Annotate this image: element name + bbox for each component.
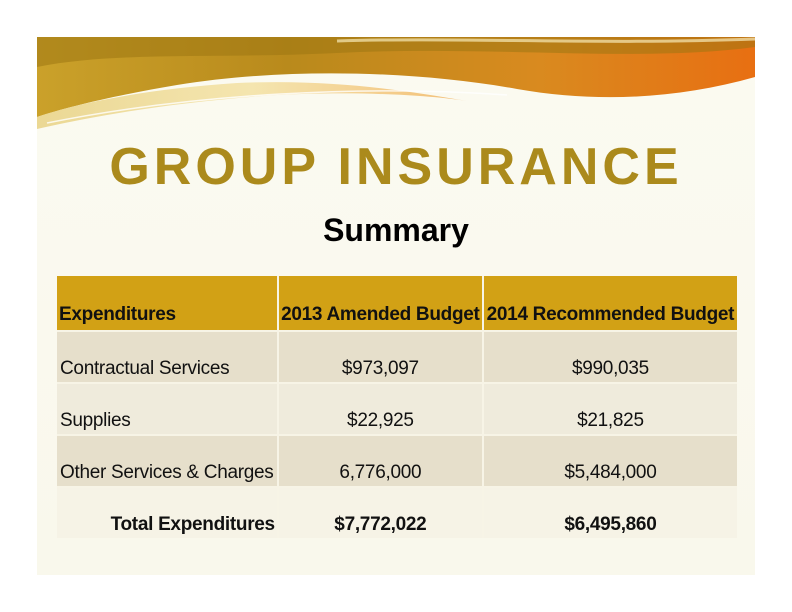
table-header-row: Expenditures 2013 Amended Budget 2014 Re…	[57, 276, 737, 331]
column-header-expenditures: Expenditures	[57, 276, 279, 331]
column-header-2014-recommended: 2014 Recommended Budget	[482, 276, 737, 331]
budget-table: Expenditures 2013 Amended Budget 2014 Re…	[57, 276, 737, 538]
table-row: Contractual Services $973,097 $990,035	[57, 330, 737, 383]
total-row: Total Expenditures $7,772,022 $6,495,860	[57, 486, 737, 538]
slide: GROUP INSURANCE Summary Expenditures 201…	[37, 37, 755, 575]
row-label: Supplies	[57, 382, 279, 435]
cell-2014: $990,035	[482, 330, 737, 383]
row-label: Contractual Services	[57, 330, 279, 383]
cell-2013: $22,925	[277, 382, 484, 435]
total-2013: $7,772,022	[277, 486, 484, 538]
cell-2014: $21,825	[482, 382, 737, 435]
column-header-2013-amended: 2013 Amended Budget	[277, 276, 484, 331]
decorative-swoosh	[37, 37, 755, 129]
total-2014: $6,495,860	[482, 486, 737, 538]
cell-2013: $973,097	[277, 330, 484, 383]
page-title: GROUP INSURANCE	[109, 138, 683, 196]
page-subtitle: Summary	[323, 212, 469, 248]
table-row: Other Services & Charges 6,776,000 $5,48…	[57, 434, 737, 487]
table-row: Supplies $22,925 $21,825	[57, 382, 737, 435]
total-label: Total Expenditures	[57, 486, 279, 538]
cell-2014: $5,484,000	[482, 434, 737, 487]
row-label: Other Services & Charges	[57, 434, 279, 487]
cell-2013: 6,776,000	[277, 434, 484, 487]
